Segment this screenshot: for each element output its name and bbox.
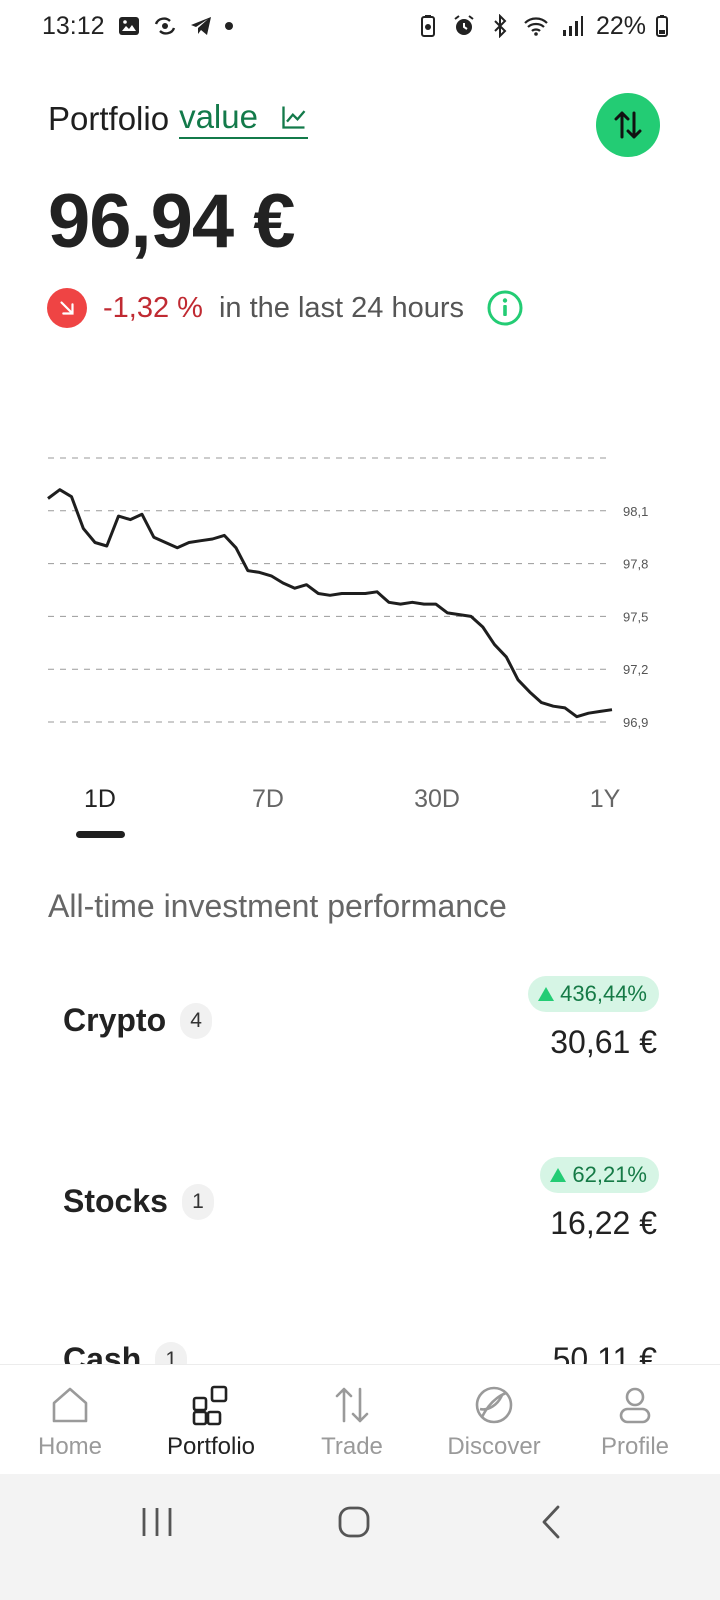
- nav-profile[interactable]: Profile: [565, 1383, 705, 1461]
- nav-trade[interactable]: Trade: [282, 1383, 422, 1461]
- asset-row-crypto[interactable]: Crypto 4 436,44% 30,61 €: [63, 976, 659, 1066]
- change-row: -1,32 % in the last 24 hours: [47, 288, 524, 328]
- notification-dot-icon: [224, 22, 233, 30]
- status-bar: 13:12 22%: [0, 0, 720, 52]
- down-arrow-icon: [47, 288, 87, 328]
- wifi-icon: [524, 14, 548, 38]
- asset-name-label: Cash: [63, 1341, 142, 1364]
- swap-vertical-icon: [614, 111, 642, 139]
- recents-icon[interactable]: [127, 1502, 187, 1542]
- sync-icon: [153, 14, 177, 38]
- y-tick-label: 98,1: [623, 504, 648, 519]
- trend-chart-icon: [282, 106, 306, 129]
- battery-saver-icon: [416, 14, 440, 38]
- value-link[interactable]: value: [179, 98, 308, 139]
- asset-list: Crypto 4 436,44% 30,61 € Stocks 1 62,21%…: [0, 940, 720, 1364]
- back-icon[interactable]: [522, 1502, 582, 1542]
- chart-grid: [48, 457, 612, 723]
- performance-value: 62,21%: [572, 1162, 647, 1187]
- home-circle-icon[interactable]: [324, 1502, 384, 1542]
- gallery-icon: [117, 14, 141, 38]
- up-triangle-icon: [550, 1168, 567, 1182]
- change-period: in the last 24 hours: [218, 291, 464, 324]
- discover-icon: [475, 1386, 513, 1424]
- nav-home[interactable]: Home: [0, 1383, 140, 1461]
- count-badge: 1: [181, 1183, 214, 1220]
- nav-label: Home: [37, 1433, 103, 1460]
- performance-badge: 62,21%: [540, 1157, 659, 1193]
- nav-label: Portfolio: [166, 1433, 256, 1460]
- tab-1y[interactable]: 1Y: [589, 785, 621, 813]
- y-tick-label: 97,5: [623, 609, 648, 624]
- performance-title: All-time investment performance: [48, 888, 507, 924]
- chart-y-ticks: 98,1 97,8 97,5 97,2 96,9: [623, 504, 648, 730]
- change-percent: -1,32 %: [103, 291, 203, 324]
- count-badge: 4: [180, 1002, 213, 1039]
- nav-label: Trade: [321, 1433, 383, 1460]
- asset-value: 50,11 €: [552, 1341, 657, 1364]
- signal-icon: [560, 14, 584, 38]
- chart-series-line: [47, 488, 613, 719]
- asset-name-label: Crypto: [63, 1002, 167, 1038]
- system-nav-bar: [0, 1474, 720, 1600]
- performance-badge: 436,44%: [528, 976, 659, 1012]
- status-right: 22%: [416, 12, 674, 41]
- nav-portfolio[interactable]: Portfolio: [141, 1383, 281, 1461]
- asset-row-cash[interactable]: Cash 1 50,11 €: [63, 1315, 659, 1364]
- portfolio-value-chart[interactable]: 98,1 97,8 97,5 97,2 96,9: [0, 440, 720, 740]
- portfolio-icon: [192, 1385, 228, 1426]
- home-icon: [52, 1387, 88, 1423]
- y-tick-label: 96,9: [623, 715, 648, 730]
- asset-row-stocks[interactable]: Stocks 1 62,21% 16,22 €: [63, 1157, 659, 1247]
- nav-discover[interactable]: Discover: [424, 1383, 564, 1461]
- nav-label: Profile: [600, 1433, 670, 1460]
- page-title: Portfolio: [48, 100, 170, 138]
- asset-name: Stocks 1: [63, 1183, 214, 1220]
- battery-percent: 22%: [595, 11, 646, 40]
- telegram-icon: [189, 14, 213, 38]
- alarm-icon: [452, 14, 476, 38]
- y-tick-label: 97,8: [623, 557, 648, 572]
- count-badge: 1: [155, 1341, 188, 1364]
- y-tick-label: 97,2: [623, 662, 648, 677]
- portfolio-total: 96,94 €: [48, 179, 296, 264]
- nav-label: Discover: [447, 1433, 541, 1460]
- asset-name: Crypto 4: [63, 1002, 213, 1039]
- bottom-nav: Home Portfolio Trade Discover Profile: [0, 1364, 720, 1474]
- bluetooth-icon: [488, 14, 512, 38]
- up-triangle-icon: [538, 987, 555, 1001]
- asset-value: 30,61 €: [550, 1024, 657, 1060]
- portfolio-header: Portfolio value: [48, 98, 308, 139]
- value-link-label: value: [179, 98, 258, 135]
- info-icon[interactable]: [486, 289, 524, 327]
- tab-7d[interactable]: 7D: [252, 785, 284, 813]
- asset-value: 16,22 €: [550, 1205, 657, 1241]
- active-tab-indicator: [76, 831, 125, 838]
- status-left: 13:12: [42, 12, 233, 41]
- asset-name: Cash 1: [63, 1341, 188, 1364]
- asset-name-label: Stocks: [63, 1183, 168, 1219]
- tab-30d[interactable]: 30D: [414, 785, 460, 813]
- performance-value: 436,44%: [560, 981, 647, 1006]
- swap-button[interactable]: [596, 93, 660, 157]
- profile-icon: [619, 1387, 651, 1424]
- battery-icon: [650, 14, 674, 38]
- tab-1d[interactable]: 1D: [84, 785, 116, 813]
- status-time: 13:12: [42, 11, 105, 40]
- trade-icon: [335, 1387, 369, 1423]
- period-tabs: 1D 7D 30D 1Y: [0, 785, 720, 845]
